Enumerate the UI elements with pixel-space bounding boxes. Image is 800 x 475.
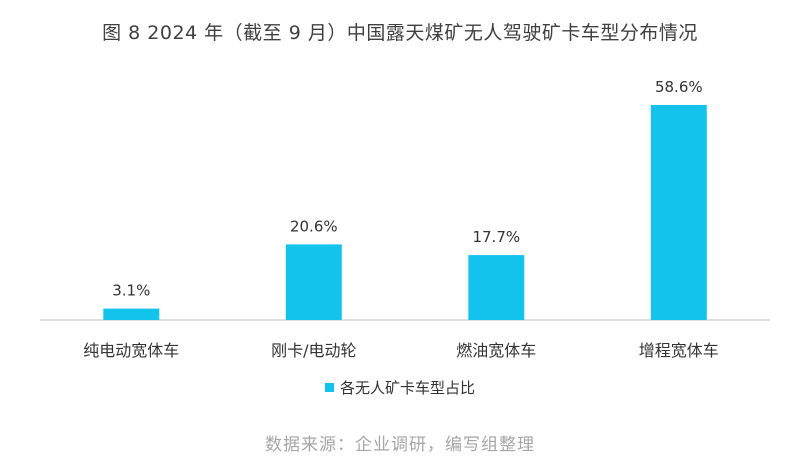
source-note: 数据来源：企业调研，编写组整理: [265, 435, 535, 455]
legend-swatch: [324, 383, 334, 392]
data-label: 3.1%: [112, 282, 150, 300]
bar: [103, 308, 160, 320]
bar: [285, 244, 342, 320]
x-tick-label: 刚卡/电动轮: [271, 341, 356, 360]
legend-label: 各无人矿卡车型占比: [339, 379, 475, 397]
x-tick-label: 增程宽体车: [639, 341, 719, 360]
x-tick-label: 纯电动宽体车: [83, 341, 179, 360]
data-label: 20.6%: [290, 217, 338, 235]
data-label: 58.6%: [655, 78, 703, 96]
x-tick-label: 燃油宽体车: [456, 341, 536, 360]
bar: [468, 255, 525, 320]
chart-title: 图 8 2024 年（截至 9 月）中国露天煤矿无人驾驶矿卡车型分布情况: [102, 22, 698, 44]
data-label: 17.7%: [472, 228, 520, 246]
legend: 各无人矿卡车型占比: [0, 377, 800, 398]
bar: [650, 105, 707, 320]
